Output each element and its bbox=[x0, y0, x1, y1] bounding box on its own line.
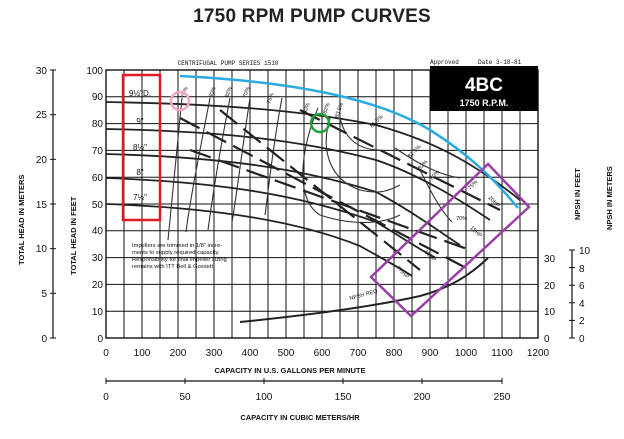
svg-text:80%: 80% bbox=[302, 102, 311, 114]
npsh-label: NPSH REQ bbox=[349, 289, 379, 302]
svg-text:200: 200 bbox=[414, 392, 431, 403]
impeller-label-group: 9½"D. 9" 8½" 8" 7½" bbox=[129, 89, 151, 202]
svg-text:70%: 70% bbox=[456, 216, 467, 222]
svg-text:1000: 1000 bbox=[455, 348, 478, 359]
svg-text:50: 50 bbox=[92, 200, 104, 211]
svg-text:0: 0 bbox=[103, 348, 109, 359]
model-badge-rpm: 1750 R.P.M. bbox=[460, 98, 509, 108]
svg-text:remains with ITT Bell & Gosset: remains with ITT Bell & Gossett. bbox=[132, 264, 215, 270]
svg-text:900: 900 bbox=[422, 348, 439, 359]
svg-text:40: 40 bbox=[92, 226, 104, 237]
date-label: Date 3-18-81 bbox=[478, 59, 522, 66]
svg-text:150: 150 bbox=[335, 392, 352, 403]
svg-text:30: 30 bbox=[544, 254, 556, 265]
svg-text:4: 4 bbox=[579, 299, 585, 310]
hp-highlight-box bbox=[369, 162, 531, 318]
svg-text:8: 8 bbox=[579, 264, 585, 275]
svg-text:70%: 70% bbox=[242, 86, 251, 98]
bep-circle bbox=[309, 112, 331, 134]
svg-text:0: 0 bbox=[41, 334, 47, 345]
svg-text:10: 10 bbox=[36, 244, 48, 255]
svg-text:10: 10 bbox=[579, 246, 591, 257]
svg-text:100: 100 bbox=[256, 392, 273, 403]
axis-npsh-feet: 30 20 10 0 NPSH IN FEET bbox=[544, 168, 582, 345]
axis-head-feet-label: TOTAL HEAD IN FEET bbox=[69, 196, 78, 275]
axis-npsh-feet-label: NPSH IN FEET bbox=[573, 168, 582, 220]
svg-text:10: 10 bbox=[544, 307, 556, 318]
axis-capacity-gpm-label: CAPACITY IN U.S. GALLONS PER MINUTE bbox=[215, 366, 366, 375]
svg-text:82%: 82% bbox=[224, 86, 233, 98]
svg-text:100: 100 bbox=[86, 66, 103, 77]
svg-text:10: 10 bbox=[92, 307, 104, 318]
svg-text:0: 0 bbox=[97, 334, 103, 345]
svg-text:300: 300 bbox=[206, 348, 223, 359]
axis-capacity-m3h: 0 50 100 150 200 250 CAPACITY IN CUBIC M… bbox=[103, 378, 511, 422]
model-badge bbox=[430, 66, 538, 111]
svg-text:30: 30 bbox=[92, 253, 104, 264]
svg-text:700: 700 bbox=[350, 348, 367, 359]
max-curve-highlight bbox=[179, 74, 519, 209]
approved-label: Approved bbox=[430, 59, 459, 66]
svg-text:600: 600 bbox=[314, 348, 331, 359]
svg-text:50: 50 bbox=[179, 392, 191, 403]
svg-text:7½": 7½" bbox=[133, 193, 147, 202]
svg-text:82%: 82% bbox=[322, 102, 331, 114]
svg-text:20: 20 bbox=[92, 280, 104, 291]
axis-capacity-m3h-label: CAPACITY IN CUBIC METERS/HR bbox=[240, 413, 360, 422]
svg-text:250: 250 bbox=[494, 392, 511, 403]
axis-npsh-meters: 10 8 6 4 2 0 NPSH IN METERS bbox=[569, 166, 614, 345]
svg-text:81.5%: 81.5% bbox=[407, 144, 422, 159]
svg-text:400: 400 bbox=[242, 348, 259, 359]
svg-text:100: 100 bbox=[134, 348, 151, 359]
svg-text:82%: 82% bbox=[417, 159, 429, 171]
impeller-highlight-box bbox=[121, 73, 162, 222]
hp-lines bbox=[179, 109, 501, 271]
svg-text:30: 30 bbox=[36, 66, 48, 77]
series-label: CENTRIFUGAL PUMP SERIES 1510 bbox=[178, 60, 279, 67]
svg-text:1100: 1100 bbox=[491, 348, 513, 359]
svg-text:60: 60 bbox=[92, 173, 104, 184]
svg-text:25: 25 bbox=[36, 110, 48, 121]
svg-text:7½HP: 7½HP bbox=[395, 264, 411, 280]
impeller-curves bbox=[105, 101, 521, 277]
svg-text:15HP: 15HP bbox=[469, 225, 483, 239]
svg-text:800: 800 bbox=[386, 348, 403, 359]
svg-text:Impellers are trimmed in 1/8": Impellers are trimmed in 1/8" incre- bbox=[132, 243, 222, 249]
svg-text:200: 200 bbox=[170, 348, 187, 359]
svg-text:80: 80 bbox=[92, 119, 104, 130]
svg-text:20: 20 bbox=[36, 155, 48, 166]
svg-text:1200: 1200 bbox=[527, 348, 550, 359]
svg-text:0: 0 bbox=[544, 334, 550, 345]
axis-head-meters-label: TOTAL HEAD IN METERS bbox=[17, 175, 26, 265]
svg-text:Responsibility for final impel: Responsibility for final impeller sizing bbox=[132, 257, 227, 263]
axis-capacity-gpm: 0 100 200 300 400 500 600 700 800 900 10… bbox=[103, 348, 549, 359]
svg-text:8½": 8½" bbox=[133, 143, 147, 152]
axis-npsh-meters-label: NPSH IN METERS bbox=[605, 166, 614, 230]
impeller-note: Impellers are trimmed in 1/8" incre- men… bbox=[132, 243, 227, 270]
svg-text:0: 0 bbox=[103, 392, 109, 403]
start-circle bbox=[169, 90, 191, 112]
svg-text:5: 5 bbox=[41, 289, 47, 300]
svg-text:9": 9" bbox=[136, 117, 143, 126]
axis-head-feet: 100 90 80 70 60 50 40 30 20 10 0 bbox=[86, 66, 103, 345]
page-title: 1750 RPM PUMP CURVES bbox=[193, 6, 431, 27]
svg-text:9½"D.: 9½"D. bbox=[129, 89, 151, 98]
model-badge-model: 4BC bbox=[465, 75, 503, 96]
svg-text:6: 6 bbox=[579, 281, 585, 292]
svg-text:15: 15 bbox=[36, 200, 48, 211]
svg-text:90: 90 bbox=[92, 92, 104, 103]
npsh-curve bbox=[239, 257, 489, 323]
svg-text:0: 0 bbox=[579, 334, 585, 345]
svg-text:80%: 80% bbox=[208, 86, 217, 98]
svg-text:83.5%: 83.5% bbox=[334, 102, 345, 119]
svg-text:2: 2 bbox=[579, 316, 585, 327]
svg-text:500: 500 bbox=[278, 348, 295, 359]
svg-text:75%: 75% bbox=[266, 92, 275, 104]
svg-text:8": 8" bbox=[136, 168, 143, 177]
svg-text:ments to supply required capac: ments to supply required capacity. bbox=[132, 250, 220, 256]
svg-text:20: 20 bbox=[544, 281, 556, 292]
axis-head-meters: 30 25 20 15 10 5 0 TOTAL HEAD IN METERS bbox=[17, 66, 56, 345]
svg-text:70: 70 bbox=[92, 146, 104, 157]
